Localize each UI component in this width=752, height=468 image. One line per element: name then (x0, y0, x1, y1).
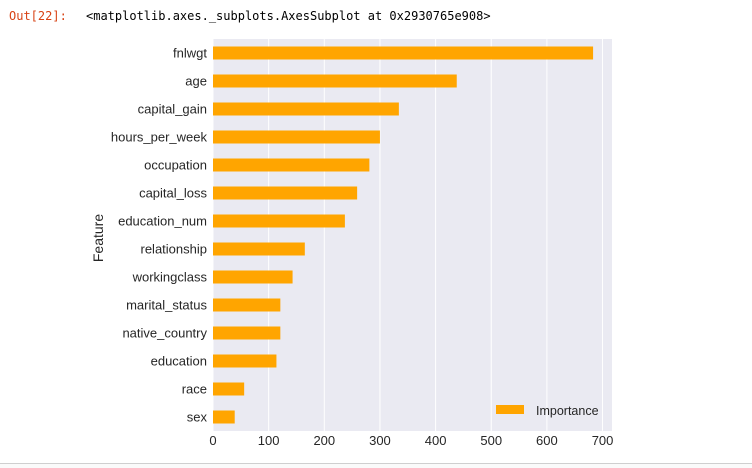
output-text: <matplotlib.axes._subplots.AxesSubplot a… (86, 9, 491, 23)
y-axis-label: Feature (90, 214, 106, 262)
y-tick-label: hours_per_week (111, 130, 208, 145)
y-tick-label: fnlwgt (173, 46, 207, 61)
bar (213, 410, 235, 424)
y-tick-label: education (151, 354, 207, 369)
y-tick-label: age (185, 74, 207, 89)
y-tick-label: native_country (122, 326, 207, 341)
x-tick-label: 700 (592, 433, 614, 448)
output-row: Out[22]: <matplotlib.axes._subplots.Axes… (0, 0, 752, 36)
bars-group (213, 46, 594, 424)
cell-bottom-border (0, 463, 752, 468)
y-tick-label: education_num (118, 214, 207, 229)
bar (213, 382, 245, 396)
x-tick-label: 300 (369, 433, 391, 448)
x-tick-labels: 0 100 200 300 400 500 600 700 (209, 433, 613, 448)
y-tick-label: sex (187, 410, 208, 425)
bar (213, 74, 457, 88)
x-tick-label: 600 (536, 433, 558, 448)
y-tick-label: relationship (141, 242, 208, 257)
bar (213, 130, 380, 144)
bar (213, 242, 305, 256)
y-tick-labels: fnlwgt age capital_gain hours_per_weekoccup… (111, 46, 208, 425)
plot-area (213, 39, 612, 431)
bar (213, 158, 370, 172)
x-tick-label: 200 (313, 433, 335, 448)
legend-label: Importance (536, 404, 599, 418)
y-tick-label: marital_status (126, 298, 207, 313)
bar (213, 102, 399, 116)
bar (213, 326, 281, 340)
bar (213, 354, 277, 368)
bar (213, 214, 345, 228)
bar (213, 270, 293, 284)
bar (213, 298, 281, 312)
y-tick-label: capital_gain (138, 102, 207, 117)
y-tick-label: workingclass (132, 270, 208, 285)
y-tick-label: occupation (144, 158, 207, 173)
bar (213, 186, 358, 200)
y-tick-label: race (182, 382, 207, 397)
x-tick-label: 100 (258, 433, 280, 448)
legend: Importance (496, 404, 599, 418)
output-prompt: Out[22]: (9, 9, 67, 23)
x-tick-label: 500 (480, 433, 502, 448)
y-tick-label: capital_loss (139, 186, 207, 201)
bar (213, 46, 594, 60)
x-tick-label: 0 (209, 433, 216, 448)
legend-swatch (496, 405, 524, 414)
x-tick-label: 400 (425, 433, 447, 448)
